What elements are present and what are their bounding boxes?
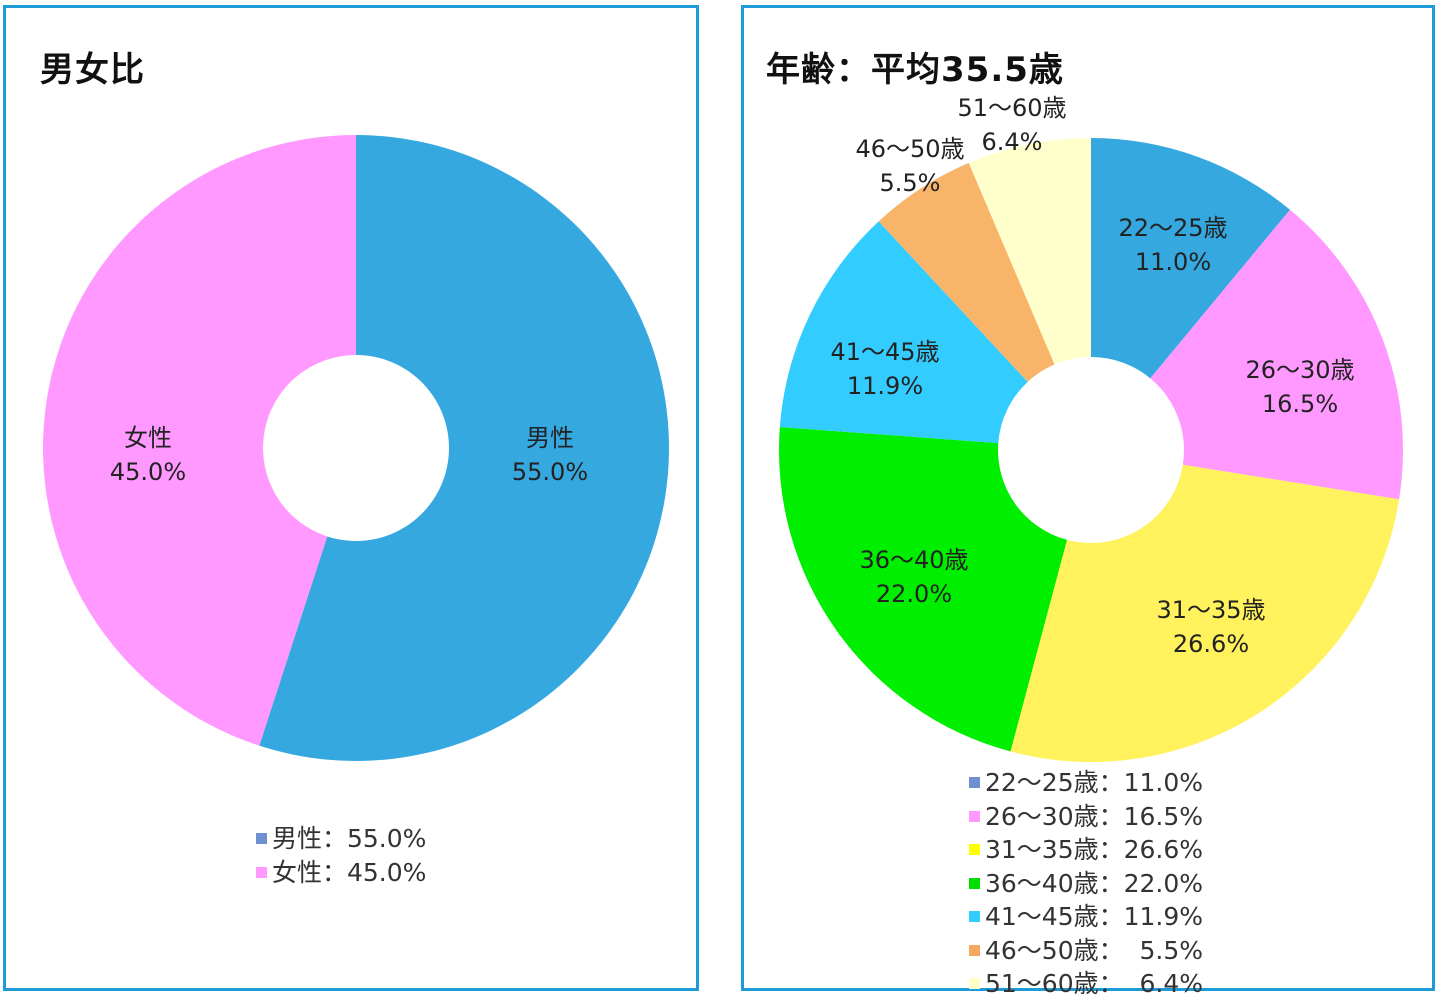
age-slice-5 [878, 162, 1055, 382]
age-slice-label-value-2: 26.6% [1173, 630, 1249, 658]
age-legend-item-1: 26～30歳：16.5% [969, 800, 1203, 834]
age-legend-label-2: 31～35歳：26.6% [985, 835, 1204, 864]
gender-slice-label-value-1: 45.0% [110, 458, 186, 486]
age-legend-item-4: 41～45歳：11.9% [969, 900, 1203, 934]
age-slice-1 [1150, 209, 1403, 500]
age-slice-label-name-2: 31～35歳 [1156, 596, 1265, 624]
age-legend-item-6: 51～60歳： 6.4% [969, 967, 1203, 1001]
age-chart-title: 年齢：平均35.5歳 [766, 50, 1064, 90]
age-legend-item-3: 36～40歳：22.0% [969, 867, 1203, 901]
age-legend-swatch-5 [969, 944, 980, 956]
age-legend-label-0: 22～25歳：11.0% [985, 768, 1204, 797]
age-slice-label-value-4: 11.9% [847, 372, 923, 400]
age-slice-4 [779, 221, 1028, 444]
gender-ratio-panel: 男女比 男性 55.0% 女性 45.0% 男性：55.0% 女性：45.0% [3, 5, 699, 991]
gender-legend-label-0: 男性：55.0% [272, 824, 427, 853]
gender-legend-swatch-1 [256, 866, 267, 878]
age-slice-label-name-1: 26～30歳 [1245, 356, 1354, 384]
age-legend-swatch-3 [969, 877, 980, 889]
gender-chart-title: 男女比 [40, 50, 145, 90]
age-slice-label-value-5: 5.5% [880, 169, 941, 197]
age-slice-0 [1091, 138, 1291, 379]
age-legend-swatch-2 [969, 844, 980, 856]
age-slice-label-name-3: 36～40歳 [859, 546, 968, 574]
age-legend-label-3: 36～40歳：22.0% [985, 868, 1204, 898]
age-slice-label-name-6: 51～60歳 [957, 94, 1066, 122]
age-legend-label-1: 26～30歳：16.5% [985, 801, 1204, 831]
age-slice-label-name-4: 41～45歳 [830, 338, 939, 366]
gender-legend-item-1: 女性：45.0% [256, 856, 426, 890]
gender-legend: 男性：55.0% 女性：45.0% [256, 822, 426, 889]
age-slice-label-value-6: 6.4% [982, 128, 1043, 156]
age-legend-swatch-0 [969, 777, 980, 789]
gender-legend-label-1: 女性：45.0% [272, 857, 427, 887]
gender-slice-0 [259, 135, 669, 761]
age-legend-swatch-1 [969, 810, 980, 822]
age-slice-2 [1010, 464, 1400, 762]
age-slice-label-name-0: 22～25歳 [1118, 214, 1227, 242]
age-legend-label-4: 41～45歳：11.9% [985, 902, 1204, 931]
age-slice-3 [779, 426, 1068, 752]
age-donut-chart: 22～25歳 11.0% 26～30歳 16.5% 31～35歳 26.6% 36～40歳 2… [779, 94, 1403, 762]
age-legend-label-6: 51～60歳： 6.4% [985, 969, 1204, 998]
age-slice-6 [968, 138, 1091, 365]
age-legend-swatch-6 [969, 978, 980, 990]
age-distribution-panel: 年齢：平均35.5歳 22～25歳 11.0% 26～30歳 16.5% 31～35歳 2… [741, 5, 1435, 998]
gender-donut-chart: 男性 55.0% 女性 45.0% [43, 135, 669, 761]
gender-slice-label-value-0: 55.0% [512, 458, 588, 486]
gender-slice-label-name-0: 男性 [526, 424, 574, 452]
age-slice-label-value-0: 11.0% [1135, 248, 1211, 276]
age-legend-item-0: 22～25歳：11.0% [969, 766, 1203, 800]
gender-legend-item-0: 男性：55.0% [256, 822, 426, 856]
age-slice-label-name-5: 46～50歳 [855, 135, 964, 163]
age-slice-label-value-1: 16.5% [1262, 390, 1338, 418]
age-legend-label-5: 46～50歳： 5.5% [985, 935, 1204, 965]
age-legend: 22～25歳：11.0% 26～30歳：16.5% 31～35歳：26.6% 36～4… [969, 766, 1203, 1001]
age-slice-label-value-3: 22.0% [876, 580, 952, 608]
gender-legend-swatch-0 [256, 833, 267, 845]
age-legend-item-2: 31～35歳：26.6% [969, 833, 1203, 867]
age-legend-swatch-4 [969, 911, 980, 923]
gender-slice-label-name-1: 女性 [124, 424, 172, 452]
gender-slice-1 [43, 135, 356, 746]
age-legend-item-5: 46～50歳： 5.5% [969, 934, 1203, 968]
